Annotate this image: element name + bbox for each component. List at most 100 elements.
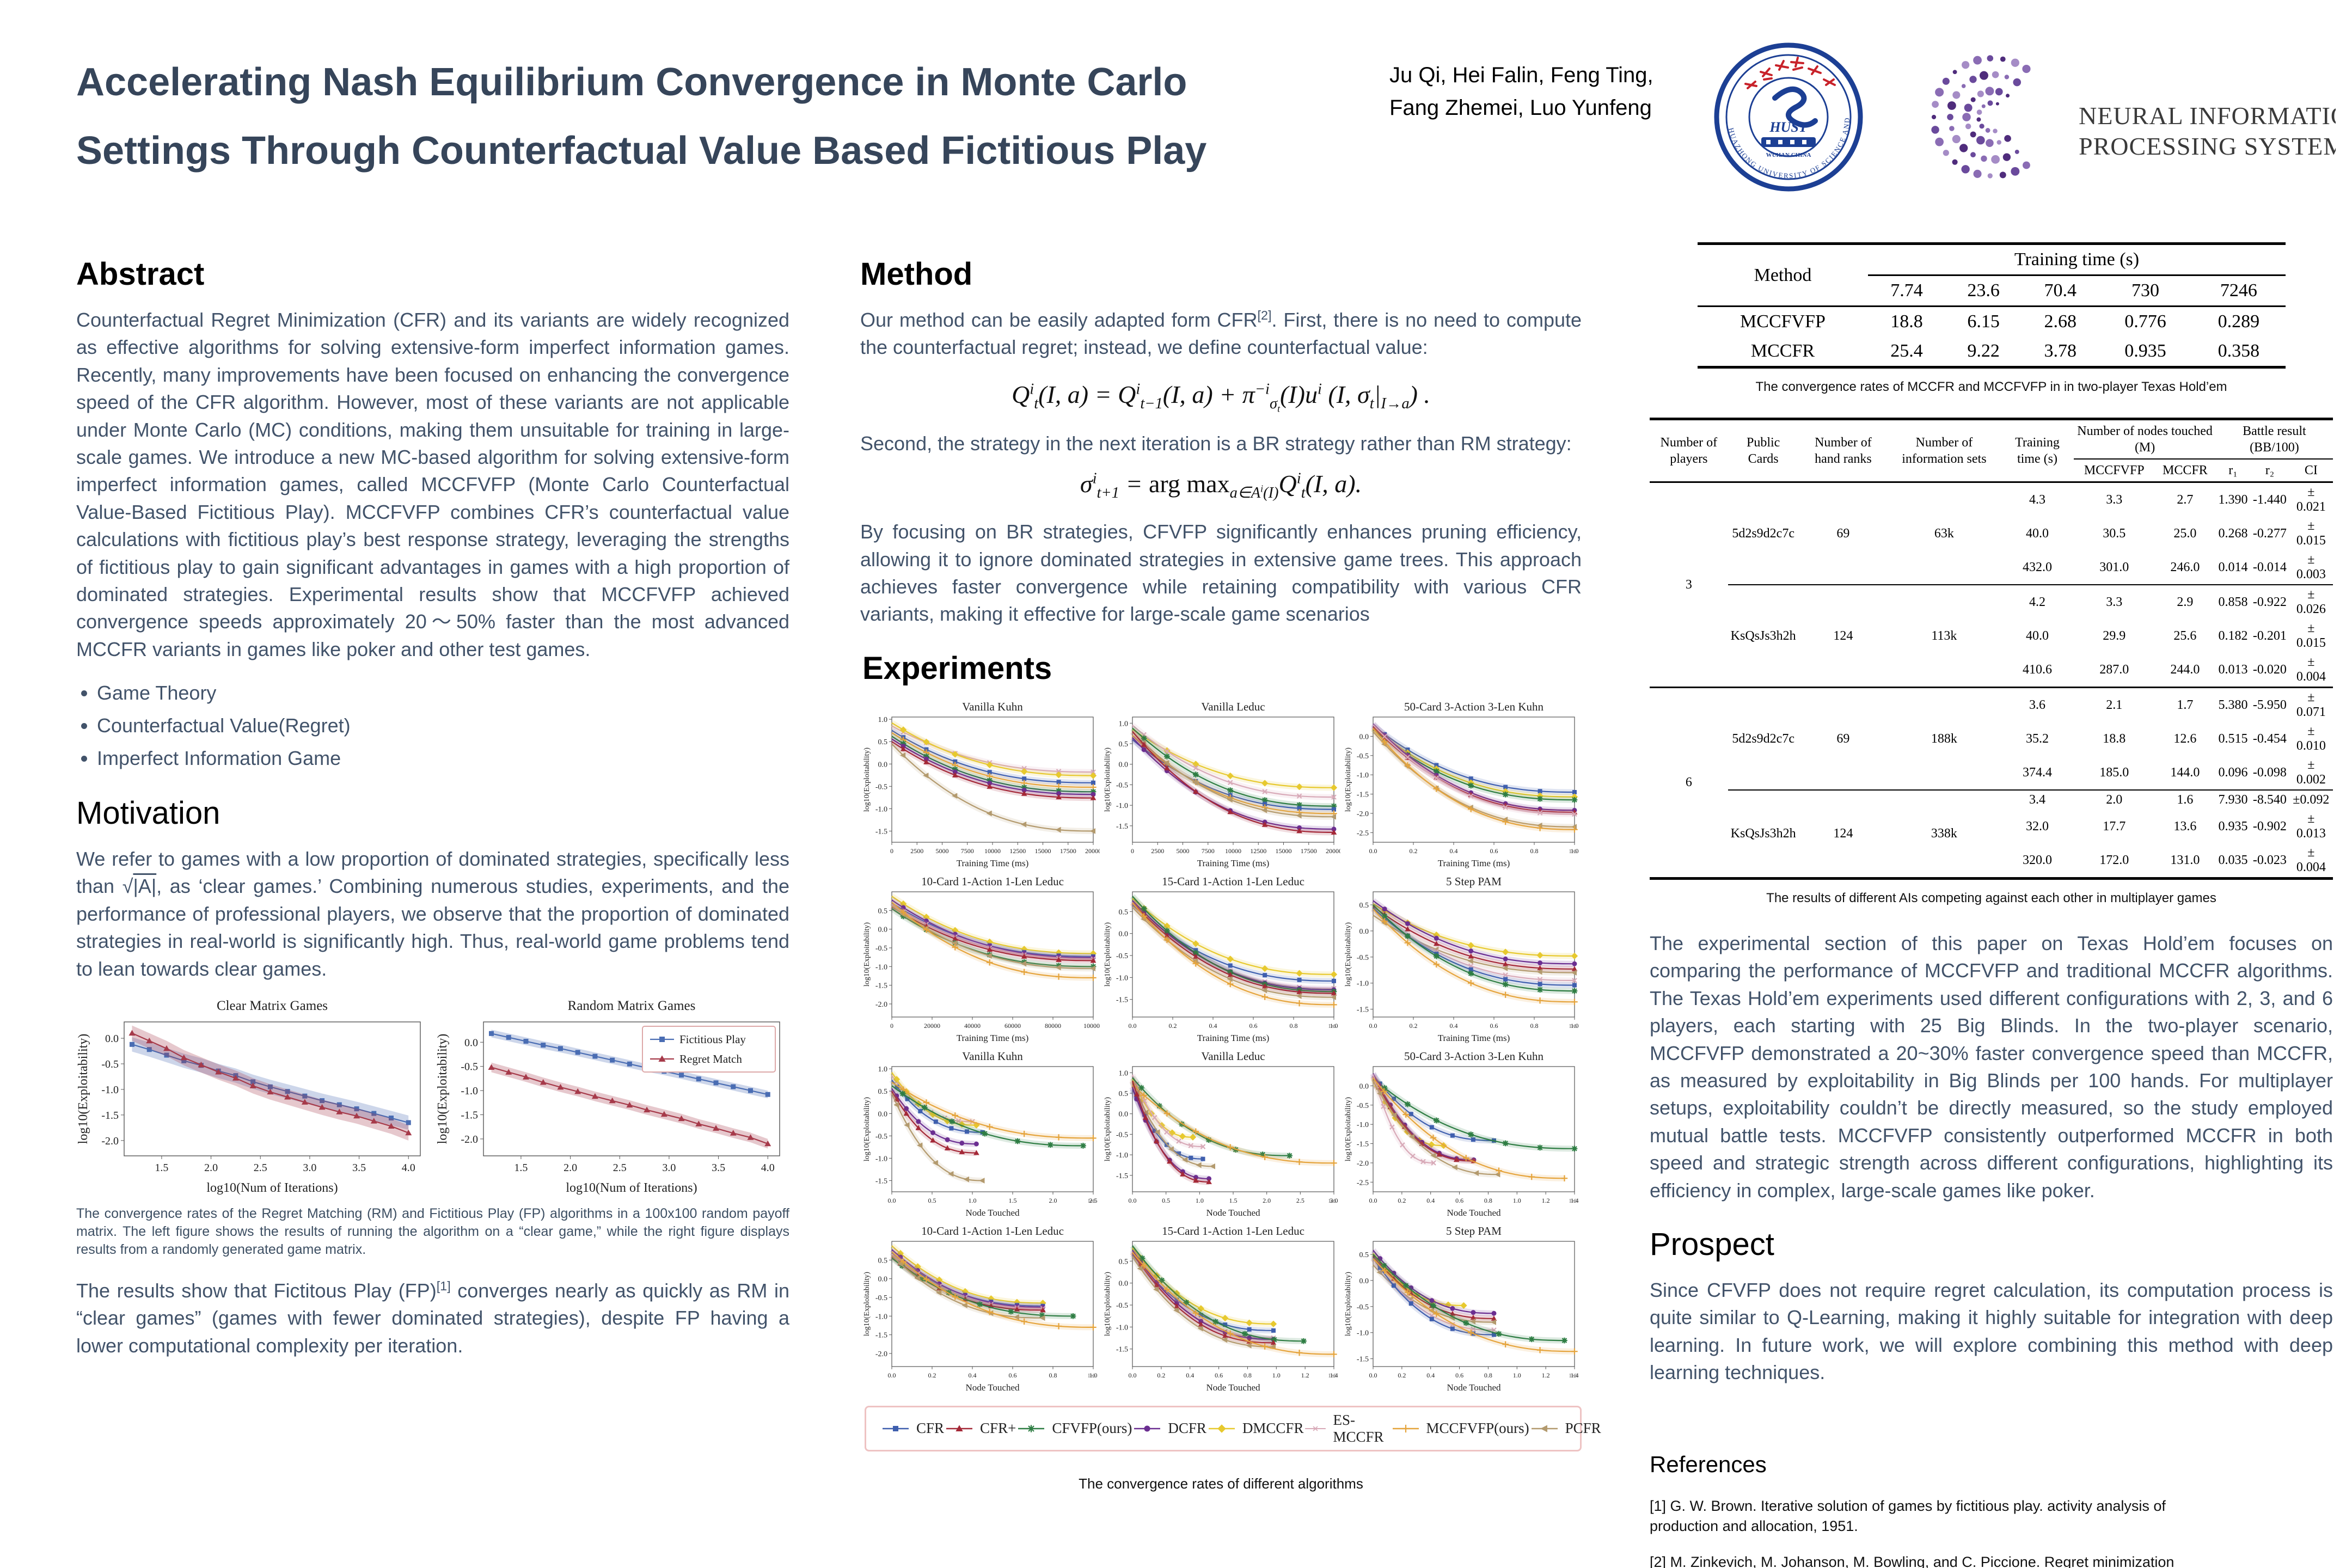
- svg-text:100000: 100000: [1083, 1022, 1100, 1030]
- svg-text:0.5: 0.5: [1119, 908, 1129, 916]
- svg-text:0.4: 0.4: [1450, 1022, 1458, 1030]
- experiment-chart-2: 50-Card 3-Action 3-Len Kuhn 0.0 -0.5 -1.0 -1…: [1342, 700, 1581, 874]
- svg-text:0.8: 0.8: [1530, 847, 1539, 855]
- abstract-heading: Abstract: [76, 256, 205, 292]
- table-row: 320.0 172.0 131.0 0.035 -0.023 ± 0.004: [1650, 843, 2333, 879]
- legend-marker-icon: [883, 1425, 909, 1431]
- prospect-body: Since CFVFP does not require regret calc…: [1650, 1278, 2333, 1384]
- table-cell: 1.390: [2218, 492, 2248, 507]
- table-cell: 40.0: [2025, 628, 2049, 643]
- hust-logo-icon: HUAZHONG UNIVERSITY OF SCIENCE AND TECHN…: [1710, 38, 1863, 192]
- training-time-table: Method Training time (s) 7.74 23.6 70.4 730 72…: [1697, 242, 2286, 369]
- equation-counterfactual-value: Qit(I, a) = Qit−1(I, a) + π−iσt(I)ui (I,…: [1012, 380, 1430, 414]
- svg-text:12500: 12500: [1009, 847, 1026, 855]
- svg-text:0.5: 0.5: [878, 1088, 888, 1096]
- svg-text:1e6: 1e6: [1569, 1198, 1577, 1204]
- svg-text:0.5: 0.5: [1359, 1251, 1369, 1259]
- legend-label: CFVFP(ours): [1052, 1420, 1132, 1437]
- legend-item-DCFR: DCFR: [1132, 1420, 1206, 1437]
- svg-text:-1.0: -1.0: [875, 1155, 887, 1163]
- table-cell: 3.3: [2106, 492, 2123, 507]
- svg-text:-1.0: -1.0: [1357, 980, 1369, 988]
- svg-text:log10(Num of Iterations): log10(Num of Iterations): [206, 1181, 338, 1195]
- svg-text:Training Time (ms): Training Time (ms): [1197, 1033, 1270, 1043]
- table-row: 35.2 18.8 12.6 0.515 -0.454 ± 0.010: [1650, 722, 2333, 756]
- svg-text:1e6: 1e6: [1328, 1024, 1336, 1030]
- table-cell: -5.950: [2250, 687, 2289, 722]
- table-cell: -1.440: [2252, 492, 2287, 507]
- legend-item-ES-MCCFR: ES-MCCFR: [1303, 1412, 1390, 1445]
- table-row: 410.6 287.0 244.0 0.013 -0.020 ± 0.004: [1650, 653, 2333, 688]
- svg-text:0.6: 0.6: [1490, 1022, 1498, 1030]
- svg-text:0.5: 0.5: [928, 1197, 936, 1204]
- svg-text:HUST: HUST: [1769, 119, 1808, 135]
- table-cell: 29.9: [2103, 628, 2126, 643]
- table-header: Number of hand ranks: [1798, 419, 1888, 483]
- svg-text:0.5: 0.5: [1119, 1090, 1129, 1098]
- table-cell: -0.020: [2252, 662, 2287, 677]
- svg-text:log10(Exploitability): log10(Exploitability): [1104, 1271, 1112, 1336]
- svg-text:-1.0: -1.0: [101, 1084, 119, 1096]
- svg-text:-1.0: -1.0: [875, 805, 887, 813]
- table-cell: MCCFVFP: [1740, 311, 1826, 332]
- svg-text:Regret Match: Regret Match: [679, 1052, 742, 1065]
- svg-text:log10(Exploitability): log10(Exploitability): [1344, 922, 1352, 987]
- svg-text:Clear Matrix Games: Clear Matrix Games: [217, 999, 328, 1013]
- svg-text:log10(Exploitability): log10(Exploitability): [1344, 1271, 1352, 1336]
- svg-text:1.0: 1.0: [1119, 720, 1129, 728]
- svg-text:0.0: 0.0: [464, 1037, 478, 1049]
- table-cell: 69: [1798, 687, 1888, 790]
- svg-text:0.0: 0.0: [878, 926, 888, 934]
- svg-text:-0.5: -0.5: [875, 1294, 887, 1302]
- svg-text:0.0: 0.0: [878, 1275, 888, 1283]
- svg-text:-0.5: -0.5: [101, 1058, 119, 1070]
- svg-text:1.0: 1.0: [1330, 1022, 1338, 1030]
- svg-text:20000: 20000: [924, 1022, 940, 1030]
- svg-text:1.4: 1.4: [1330, 1371, 1338, 1379]
- svg-text:-2.0: -2.0: [1357, 810, 1369, 818]
- svg-text:-0.5: -0.5: [1116, 1302, 1128, 1310]
- svg-text:1e6: 1e6: [1088, 1198, 1095, 1204]
- svg-text:17500: 17500: [1301, 847, 1317, 855]
- svg-text:0.8: 0.8: [1530, 1022, 1539, 1030]
- svg-text:Training Time (ms): Training Time (ms): [957, 858, 1029, 868]
- svg-text:-1.0: -1.0: [1116, 974, 1128, 982]
- table-cell: 18.8: [1890, 311, 1923, 332]
- svg-text:-1.5: -1.5: [461, 1110, 478, 1122]
- svg-text:1.4: 1.4: [1571, 1371, 1579, 1379]
- experiment-chart-8: 50-Card 3-Action 3-Len Kuhn 0.0 -0.5 -1.0 -1…: [1342, 1050, 1581, 1223]
- legend-label: CFR: [916, 1420, 945, 1437]
- svg-text:log10(Exploitability): log10(Exploitability): [1104, 1097, 1112, 1161]
- table-header: Number of nodes touched (M): [2074, 419, 2216, 460]
- svg-text:2500: 2500: [1151, 847, 1164, 855]
- svg-text:-1.0: -1.0: [875, 963, 887, 971]
- table-header: 730: [2098, 275, 2192, 307]
- svg-text:0.2: 0.2: [1410, 847, 1418, 855]
- svg-text:1.0: 1.0: [1089, 1371, 1098, 1379]
- table-row: MCCFVFP 18.8 6.15 2.68 0.776 0.289: [1698, 307, 2286, 337]
- table-cell: -0.098: [2252, 765, 2287, 780]
- hust-monogram-icon: HUST: [1769, 86, 1818, 135]
- experiment-chart-1: Vanilla Leduc 1.0 0.5 0.0 -0.5 -1.0 -1.5 0 2500 5…: [1101, 700, 1342, 874]
- motivation-body: We refer to games with a low proportion …: [76, 848, 789, 980]
- legend-marker-icon: [1208, 1424, 1235, 1433]
- table-cell: 40.0: [2025, 526, 2049, 541]
- svg-text:-0.5: -0.5: [1116, 952, 1128, 960]
- table-header: Number of information sets: [1888, 419, 2001, 483]
- experiment-chart-11: 5 Step PAM 0.5 0.0 -0.5 -1.0 -1.5 0.0 0.2 0.4 0.6…: [1342, 1224, 1581, 1398]
- table-cell: KsQsJs3h2h: [1728, 584, 1799, 688]
- svg-text:0.0: 0.0: [1129, 1371, 1137, 1379]
- table-cell: ±0.092: [2289, 789, 2333, 810]
- table-cell: 25.0: [2173, 526, 2197, 541]
- table-cell: 124: [1798, 789, 1888, 879]
- svg-text:-0.5: -0.5: [1357, 1102, 1369, 1110]
- experiment-chart-svg: 10-Card 1-Action 1-Len Leduc 0.5 0.0 -0.5 -1…: [863, 875, 1103, 1043]
- hust-city: WUHAN CHINA: [1766, 152, 1811, 158]
- neurips-logo-icon: NEURAL INFORMATION PROCESSING SYSTEMS: [1931, 55, 2336, 179]
- table-cell: 374.4: [2022, 765, 2052, 780]
- svg-text:1.0: 1.0: [1571, 847, 1579, 855]
- svg-text:0.6: 0.6: [1009, 1371, 1017, 1379]
- svg-text:-0.5: -0.5: [461, 1061, 478, 1073]
- svg-text:1.5: 1.5: [155, 1162, 168, 1174]
